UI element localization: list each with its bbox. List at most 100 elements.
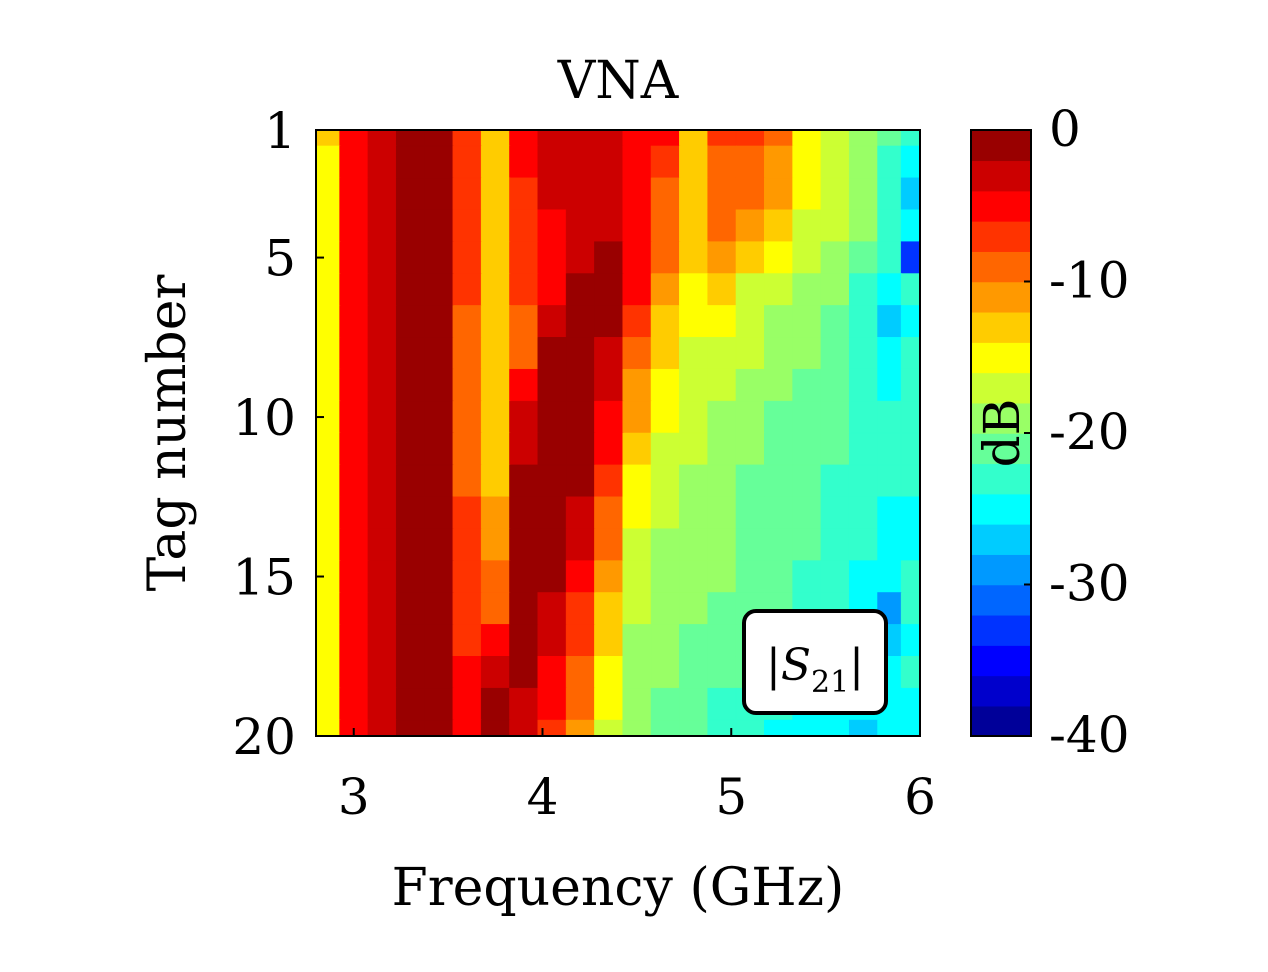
heatmap-cell — [679, 656, 709, 690]
y-tick-label: 5 — [264, 230, 296, 288]
heatmap-cell — [679, 337, 709, 371]
colorbar-band — [970, 614, 1032, 646]
heatmap-cell — [315, 368, 341, 402]
heatmap-cell — [735, 560, 766, 594]
heatmap-cell — [820, 337, 851, 371]
heatmap-cell — [792, 400, 822, 434]
heatmap-cell — [877, 273, 902, 307]
heatmap-cell — [594, 368, 624, 402]
heatmap-cell — [848, 145, 879, 179]
heatmap-cell — [367, 496, 398, 530]
heatmap-cell — [707, 687, 737, 721]
heatmap-cell — [395, 337, 426, 371]
heatmap-cell — [622, 496, 652, 530]
heatmap-cell — [594, 145, 624, 179]
heatmap-cell — [650, 400, 681, 434]
heatmap-cell — [565, 209, 596, 243]
heatmap-cell — [848, 719, 879, 737]
heatmap-cell — [424, 592, 454, 626]
heatmap-cell — [509, 145, 539, 179]
heatmap-cell — [452, 719, 483, 737]
heatmap-cell — [509, 177, 539, 211]
x-axis-ticks: 3 4 5 6 — [338, 728, 936, 826]
heatmap-cell — [367, 273, 398, 307]
heatmap-cell — [339, 496, 369, 530]
heatmap-cell — [424, 305, 454, 339]
heatmap-cell — [594, 177, 624, 211]
heatmap-cell — [792, 273, 822, 307]
heatmap-cell — [452, 592, 483, 626]
heatmap-cell — [792, 528, 822, 562]
heatmap-cell — [792, 129, 822, 147]
heatmap-cell — [707, 305, 737, 339]
heatmap-cell — [877, 337, 902, 371]
heatmap-cell — [650, 624, 681, 658]
heatmap-cell — [764, 528, 794, 562]
heatmap-cell — [792, 145, 822, 179]
heatmap-cell — [424, 368, 454, 402]
heatmap-cell — [565, 528, 596, 562]
colorbar-band — [970, 584, 1032, 616]
heatmap-cell — [877, 145, 902, 179]
heatmap-cell — [900, 177, 921, 211]
heatmap-cell — [594, 496, 624, 530]
heatmap-cell — [848, 528, 879, 562]
heatmap-cell — [735, 368, 766, 402]
heatmap-cell — [679, 624, 709, 658]
heatmap-cell — [735, 432, 766, 466]
y-tick-label: 15 — [232, 549, 296, 607]
heatmap-cell — [395, 145, 426, 179]
heatmap-cell — [509, 337, 539, 371]
heatmap-cell — [395, 305, 426, 339]
heatmap-cell — [452, 432, 483, 466]
heatmap-cell — [480, 129, 511, 147]
annotation-box — [742, 609, 888, 715]
heatmap-cell — [565, 656, 596, 690]
heatmap-cell — [395, 273, 426, 307]
heatmap-cell — [537, 337, 567, 371]
heatmap-cell — [650, 241, 681, 275]
heatmap-cell — [594, 273, 624, 307]
heatmap-cell — [480, 592, 511, 626]
heatmap-cell — [900, 464, 921, 498]
heatmap-cell — [622, 624, 652, 658]
y-tick-label: 20 — [232, 708, 296, 766]
heatmap-cell — [339, 177, 369, 211]
colorbar-tick-label: 0 — [1049, 100, 1081, 158]
heatmap-cell — [679, 177, 709, 211]
heatmap-cell — [594, 687, 624, 721]
heatmap-cell — [537, 528, 567, 562]
heatmap-cell — [424, 656, 454, 690]
heatmap-cell — [565, 368, 596, 402]
heatmap-cell — [707, 560, 737, 594]
heatmap-cell — [452, 400, 483, 434]
colorbar-band — [970, 432, 1032, 465]
heatmap-cell — [707, 496, 737, 530]
heatmap-cell — [792, 177, 822, 211]
heatmap-cell — [480, 209, 511, 243]
heatmap-cell — [395, 560, 426, 594]
heatmap-cell — [848, 177, 879, 211]
heatmap-cell — [735, 209, 766, 243]
heatmap-cell — [480, 496, 511, 530]
heatmap-cell — [339, 337, 369, 371]
heatmap-cell — [792, 305, 822, 339]
heatmap-cell — [452, 209, 483, 243]
heatmap-cell — [509, 368, 539, 402]
heatmap-cell — [424, 496, 454, 530]
x-tick-label: 6 — [904, 768, 936, 826]
heatmap-cell — [594, 305, 624, 339]
heatmap-cell — [424, 719, 454, 737]
heatmap-cell — [537, 656, 567, 690]
heatmap-cell — [848, 273, 879, 307]
heatmap-cell — [650, 592, 681, 626]
heatmap-cell — [848, 368, 879, 402]
heatmap-cell — [315, 624, 341, 658]
heatmap-cell — [339, 273, 369, 307]
heatmap-cell — [480, 624, 511, 658]
heatmap-cell — [707, 656, 737, 690]
colorbar-cells — [970, 129, 1032, 737]
heatmap-cell — [848, 129, 879, 147]
plot-frame — [315, 129, 921, 737]
heatmap-cell — [452, 241, 483, 275]
